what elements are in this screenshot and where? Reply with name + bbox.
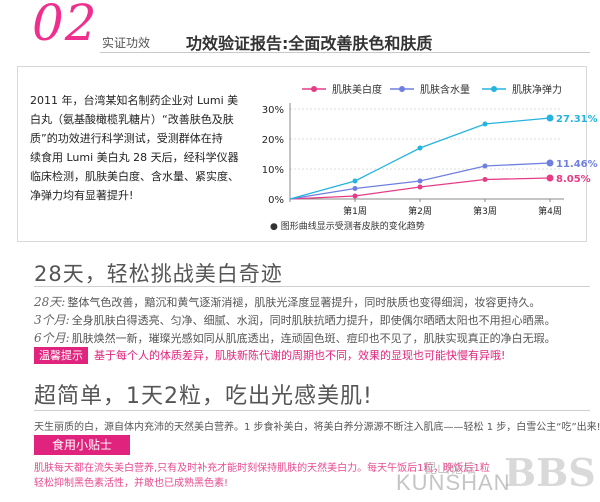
efficacy-chart: 肌肤美白度 肌肤含水量 肌肤净弹力 0% 10% 20% 30% 第1周 第2周 第3周 第4周 8.… — [250, 73, 598, 239]
section-number: 02 — [32, 0, 98, 52]
intro-line: 白丸（氨基酸橄榄乳糖片）“改善肤色及肤 — [30, 113, 234, 126]
data-point — [546, 174, 554, 182]
data-point — [417, 184, 423, 190]
result-key: 3个月: — [34, 313, 70, 327]
legend-marker — [491, 86, 497, 92]
legend-marker — [311, 86, 317, 92]
x-tick-label: 第3周 — [473, 205, 497, 217]
result-text: 整体气色改善，黯沉和黄气逐渐消褪，肌肤光泽度显著提升，同时肤质也变得细润，妆容更… — [67, 296, 541, 309]
y-tick-label: 30% — [262, 105, 284, 116]
eating-tips-text: 肌肤每天都在流失美白营养,只有及时补充才能时刻保持肌肤的天然美白力。每天午饭后1… — [34, 461, 564, 491]
warm-tip: 温馨提示 基于每个人的体质差异，肌肤新陈代谢的周期也不同，效果的显现也可能快慢有异… — [34, 347, 505, 364]
efficacy-chart-svg: 肌肤美白度 肌肤含水量 肌肤净弹力 0% 10% 20% 30% 第1周 第2周 第3周 第4周 8.… — [262, 83, 598, 232]
eating-tips-badge: 食用小贴士 — [34, 435, 130, 455]
section-header: 02 实证功效 功效验证报告:全面改善肤色和肤质 — [0, 0, 600, 53]
data-point — [546, 114, 554, 122]
section2-paragraph: 天生丽质的白，源自体内充沛的天然美白营养。1 步食补美白，将美白养分源源不断注入… — [34, 422, 600, 433]
intro-line: 临床检测，肌肤美白度、含水量、紧实度、 — [30, 170, 239, 183]
intro-line: 2011 年，台湾某知名制药企业对 Lumi 美 — [30, 94, 239, 107]
data-point — [417, 178, 423, 184]
eating-tip-line: 肌肤每天都在流失美白营养,只有及时补充才能时刻保持肌肤的天然美白力。每天午饭后1… — [34, 463, 490, 474]
section-subtitle: 实证功效 — [102, 36, 151, 50]
result-row-3months: 3个月: 全身肌肤白得透亮、匀净、细腻、水润，同时肌肤抗晒力提升，即使偶尔晒晒太阳… — [34, 311, 556, 328]
legend-label: 肌肤净弹力 — [512, 83, 562, 96]
x-tick-label: 第4周 — [538, 205, 562, 217]
section1-divider — [34, 286, 590, 287]
result-text: 全身肌肤白得透亮、匀净、细腻、水润，同时肌肤抗晒力提升，即使偶尔晒晒太阳也不用担… — [71, 314, 556, 327]
section-title: 功效验证报告:全面改善肤色和肤质 — [186, 34, 433, 53]
report-box: 2011 年，台湾某知名制药企业对 Lumi 美 白丸（氨基酸橄榄乳糖片）“改善… — [17, 66, 598, 242]
y-tick-label: 0% — [268, 195, 284, 206]
watermark-cn: 昆山论坛 — [424, 461, 477, 476]
warm-tip-badge: 温馨提示 — [34, 347, 88, 364]
result-key: 28天: — [34, 295, 66, 309]
data-point — [352, 186, 358, 191]
report-intro: 2011 年，台湾某知名制药企业对 Lumi 美 白丸（氨基酸橄榄乳糖片）“改善… — [30, 91, 250, 205]
section2-title: 超简单，1天2粒，吃出光感美肌! — [34, 384, 373, 409]
warm-tip-text: 基于每个人的体质差异，肌肤新陈代谢的周期也不同，效果的显现也可能快慢有异哦! — [94, 349, 506, 362]
y-tick-label: 10% — [262, 165, 284, 176]
watermark-bbs: BBS — [504, 450, 596, 495]
intro-line: 续食用 Lumi 美白丸 28 天后，经科学仪器 — [30, 151, 239, 164]
intro-line: 净弹力均有显著提升! — [30, 189, 134, 202]
result-row-28days: 28天: 整体气色改善，黯沉和黄气逐渐消褪，肌肤光泽度显著提升，同时肤质也变得细润… — [34, 293, 540, 310]
data-point — [482, 121, 488, 127]
result-row-6months: 6个月: 肌肤焕然一新，璀璨光感如同从肌底透出，连顽固色斑、痘印也不见了，肌肤实现… — [34, 329, 556, 346]
data-point — [352, 193, 358, 199]
legend-label: 肌肤美白度 — [332, 83, 382, 96]
data-point — [417, 145, 423, 151]
data-label: 11.46% — [556, 159, 598, 170]
data-point — [546, 159, 554, 167]
y-tick-label: 20% — [262, 135, 284, 146]
result-key: 6个月: — [34, 331, 70, 345]
data-point — [482, 177, 488, 182]
intro-line: 质”的功效进行科学测试，受测群体在持 — [30, 132, 223, 145]
data-label: 27.31% — [556, 114, 598, 125]
watermark-en: KUNSHAN — [396, 470, 511, 495]
x-tick-label: 第1周 — [343, 205, 367, 217]
data-label: 8.05% — [556, 174, 591, 185]
x-tick-label: 第2周 — [408, 205, 432, 217]
data-point — [352, 178, 358, 184]
legend-marker — [399, 86, 405, 92]
data-point — [482, 163, 488, 169]
header-divider — [100, 52, 590, 53]
chart-note: ● 图形曲线显示受测者皮肤的变化趋势 — [270, 220, 425, 232]
result-text: 肌肤焕然一新，璀璨光感如同从肌底透出，连顽固色斑、痘印也不见了，肌肤实现真正的净… — [71, 332, 556, 345]
eating-tip-line: 轻松抑制黑色素活性，并敢也已成熟黑色素! — [34, 478, 229, 489]
section2-divider — [34, 410, 590, 411]
legend-label: 肌肤含水量 — [420, 83, 470, 96]
section1-title: 28天，轻松挑战美白奇迹 — [34, 262, 283, 286]
